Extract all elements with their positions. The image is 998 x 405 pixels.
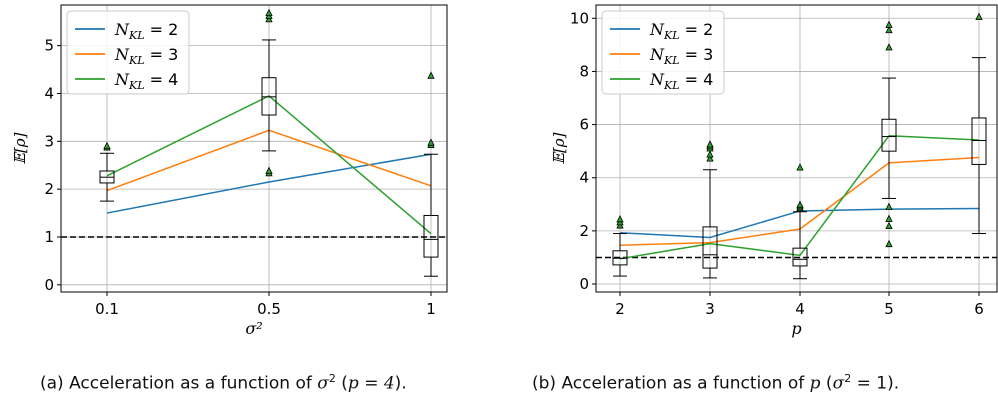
y-tick-label-3: 3 [44, 132, 54, 150]
boxplot-2 [261, 8, 277, 177]
flier-5 [265, 166, 273, 174]
flier-2 [706, 150, 714, 158]
x-axis-label: p [791, 319, 801, 338]
box [423, 214, 439, 258]
boxplot-5 [971, 12, 987, 235]
box [702, 226, 718, 269]
boxplot-4 [881, 20, 897, 248]
boxplot-3 [792, 163, 808, 280]
series-line-1 [106, 153, 432, 214]
y-tick-label-0: 0 [579, 275, 589, 293]
caption-a-open: ( [335, 373, 348, 394]
flier-2 [885, 25, 893, 34]
flier-2 [103, 141, 111, 150]
caption-a-var: σ [317, 373, 329, 394]
caption-b-var: p [809, 373, 821, 394]
flier-5 [885, 214, 893, 222]
y-tick-label-2: 4 [579, 169, 589, 187]
flier-4 [885, 202, 893, 210]
box [792, 247, 808, 267]
caption-b-cond-rest: = 1 [851, 373, 888, 394]
chart-a: 0 1 2 3 4 5 0.1 0.5 1 σ² 𝔼[ρ] NKL = 2 NKL = 3 NKL = 4 [11, 4, 448, 338]
flier-6 [885, 221, 893, 229]
axes-frame [595, 4, 998, 293]
axes-frame [60, 4, 448, 293]
y-tick-label-1: 2 [579, 222, 589, 240]
flier-1 [975, 12, 983, 20]
flier-4 [796, 163, 804, 171]
flier-5 [706, 140, 714, 148]
chart-b: 0 2 4 6 8 10 2 3 4 5 6 p 𝔼[ρ] NKL = 2 NKL = 3 NKL = 4 [550, 4, 998, 338]
series-line-3 [106, 94, 432, 235]
x-tick-label-2: 4 [795, 300, 805, 318]
y-tick-label-1: 1 [44, 228, 54, 246]
legend-label-3: NKL = 4 [649, 70, 713, 92]
y-tick-label-0: 0 [44, 276, 54, 294]
box [971, 117, 987, 165]
x-tick-label-3: 5 [884, 300, 894, 318]
legend-box [66, 10, 190, 95]
caption-b-close: ). [887, 373, 900, 394]
flier-3 [796, 200, 804, 208]
legend-label-1: NKL = 2 [114, 20, 178, 42]
legend-label-1: NKL = 2 [649, 20, 713, 42]
y-axis-label: 𝔼[ρ] [550, 132, 568, 164]
y-tick-label-5: 5 [44, 37, 54, 55]
y-tick-label-3: 6 [579, 116, 589, 134]
y-tick-label-5: 10 [570, 9, 589, 27]
boxplot-1 [612, 215, 628, 277]
boxplot-3 [423, 71, 439, 277]
caption-a-sup: 2 [328, 372, 336, 385]
caption-b-text: (b) Acceleration as a function of [532, 373, 810, 394]
legend: NKL = 2 NKL = 3 NKL = 4 [66, 10, 190, 95]
boxplot-1 [99, 141, 115, 202]
caption-b-cond-sup: 2 [844, 372, 852, 385]
caption-a-text: (a) Acceleration as a function of [40, 373, 318, 394]
x-tick-label-4: 6 [974, 300, 984, 318]
caption-b-cond-var: σ [832, 373, 845, 394]
y-tick-label-4: 4 [44, 84, 54, 102]
caption-b: (b) Acceleration as a function of p (σ2 … [532, 372, 899, 394]
legend-label-3: NKL = 4 [114, 70, 178, 92]
box [881, 118, 897, 152]
flier-7 [885, 239, 893, 248]
y-tick-label-2: 2 [44, 180, 54, 198]
caption-b-open: ( [820, 373, 833, 394]
y-axis-label: 𝔼[ρ] [11, 132, 29, 164]
x-tick-label-0: 0.1 [95, 300, 119, 318]
legend-label-2: NKL = 3 [649, 45, 713, 67]
x-tick-label-2: 1 [426, 300, 436, 318]
caption-a-close: ). [394, 373, 407, 394]
flier-1 [885, 43, 893, 51]
caption-a-cond: p = 4 [347, 373, 395, 394]
flier-3 [885, 20, 893, 28]
flier-3 [265, 8, 273, 17]
flier-3 [427, 71, 435, 79]
caption-a: (a) Acceleration as a function of σ2 (p … [40, 372, 407, 394]
legend-box [601, 10, 725, 95]
legend-label-2: NKL = 3 [114, 45, 178, 67]
x-tick-label-1: 3 [705, 300, 715, 318]
flier-3 [616, 215, 624, 223]
series-line-3 [619, 134, 980, 260]
x-tick-label-0: 2 [615, 300, 625, 318]
flier-1 [706, 154, 714, 162]
boxplot-2 [702, 140, 718, 279]
legend: NKL = 2 NKL = 3 NKL = 4 [601, 10, 725, 95]
x-axis-label: σ² [245, 319, 262, 338]
flier-2 [427, 138, 435, 146]
x-tick-label-1: 0.5 [257, 300, 281, 318]
figure-canvas: 0 1 2 3 4 5 0.1 0.5 1 σ² 𝔼[ρ] NKL = 2 NKL = 3 NKL = 4… [11, 4, 998, 338]
y-tick-label-4: 8 [579, 62, 589, 80]
